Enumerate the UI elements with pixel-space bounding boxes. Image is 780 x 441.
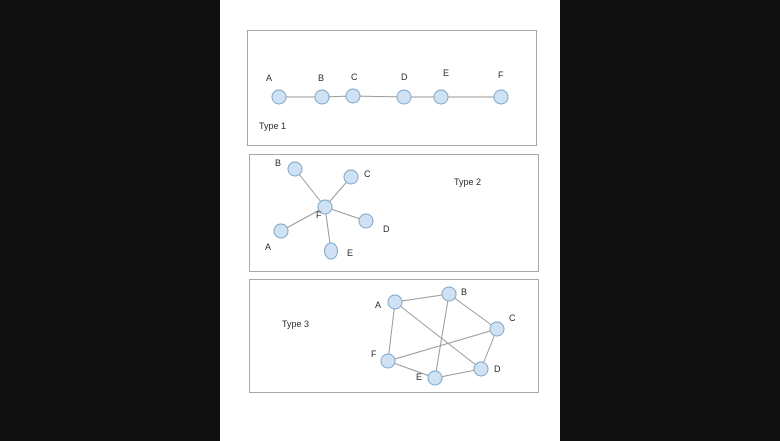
type2-node-label-a: A (265, 242, 271, 252)
type2-edge-f-a (280, 206, 326, 232)
type3-node-f (380, 353, 396, 369)
type3-node-d (473, 361, 489, 377)
type2-node-f (317, 199, 333, 215)
type1-node-b (314, 89, 330, 105)
type3-node-label-e: E (416, 372, 422, 382)
type2-title: Type 2 (454, 177, 481, 187)
type2-node-e (324, 242, 338, 260)
type2-node-d (358, 213, 374, 229)
type3-edge-a-d (394, 301, 482, 370)
type2-edge-f-b (294, 168, 326, 208)
type3-node-e (427, 370, 443, 386)
type2-node-label-e: E (347, 248, 353, 258)
type3-node-b (441, 286, 457, 302)
type3-node-label-d: D (494, 364, 501, 374)
type1-node-f (493, 89, 509, 105)
type1-node-label-f: F (498, 70, 504, 80)
type3-node-c (489, 321, 505, 337)
type2-node-label-d: D (383, 224, 390, 234)
type1-node-c (345, 88, 361, 104)
type1-node-label-d: D (401, 72, 408, 82)
type1-title: Type 1 (259, 121, 286, 131)
type3-edge-b-e (434, 293, 450, 379)
type2-node-b (287, 161, 303, 177)
type1-node-label-b: B (318, 73, 324, 83)
type3-node-a (387, 294, 403, 310)
network-diagram: Type 1 Type 2 Type 3 A B C D E F B C F D A E A B C D E F (259, 68, 516, 386)
type3-edge-b-c (448, 293, 498, 330)
type2-node-a (273, 223, 289, 239)
type1-node-label-e: E (443, 68, 449, 78)
type3-node-label-b: B (461, 287, 467, 297)
type1-node-e (433, 89, 449, 105)
type3-edge-f-c (387, 328, 498, 362)
type3-node-label-c: C (509, 313, 516, 323)
type2-node-label-c: C (364, 169, 371, 179)
type3-edge-a-b (394, 293, 450, 303)
type1-panel (247, 30, 537, 146)
type2-node-c (343, 169, 359, 185)
type3-edge-f-a (387, 301, 396, 362)
type1-node-label-c: C (351, 72, 358, 82)
type1-node-d (396, 89, 412, 105)
type1-node-label-a: A (266, 73, 272, 83)
type1-edge-c-d (352, 95, 405, 98)
type2-node-label-b: B (275, 158, 281, 168)
type3-edge-d-e (434, 368, 482, 379)
type3-title: Type 3 (282, 319, 309, 329)
type2-node-label-f: F (316, 210, 322, 220)
type3-node-label-f: F (371, 349, 377, 359)
type3-edge-e-f (387, 360, 436, 379)
type1-node-a (271, 89, 287, 105)
page: Type 1 Type 2 Type 3 A B C D E F B C F D A E A B C D E F (220, 0, 560, 441)
type3-node-label-a: A (375, 300, 381, 310)
